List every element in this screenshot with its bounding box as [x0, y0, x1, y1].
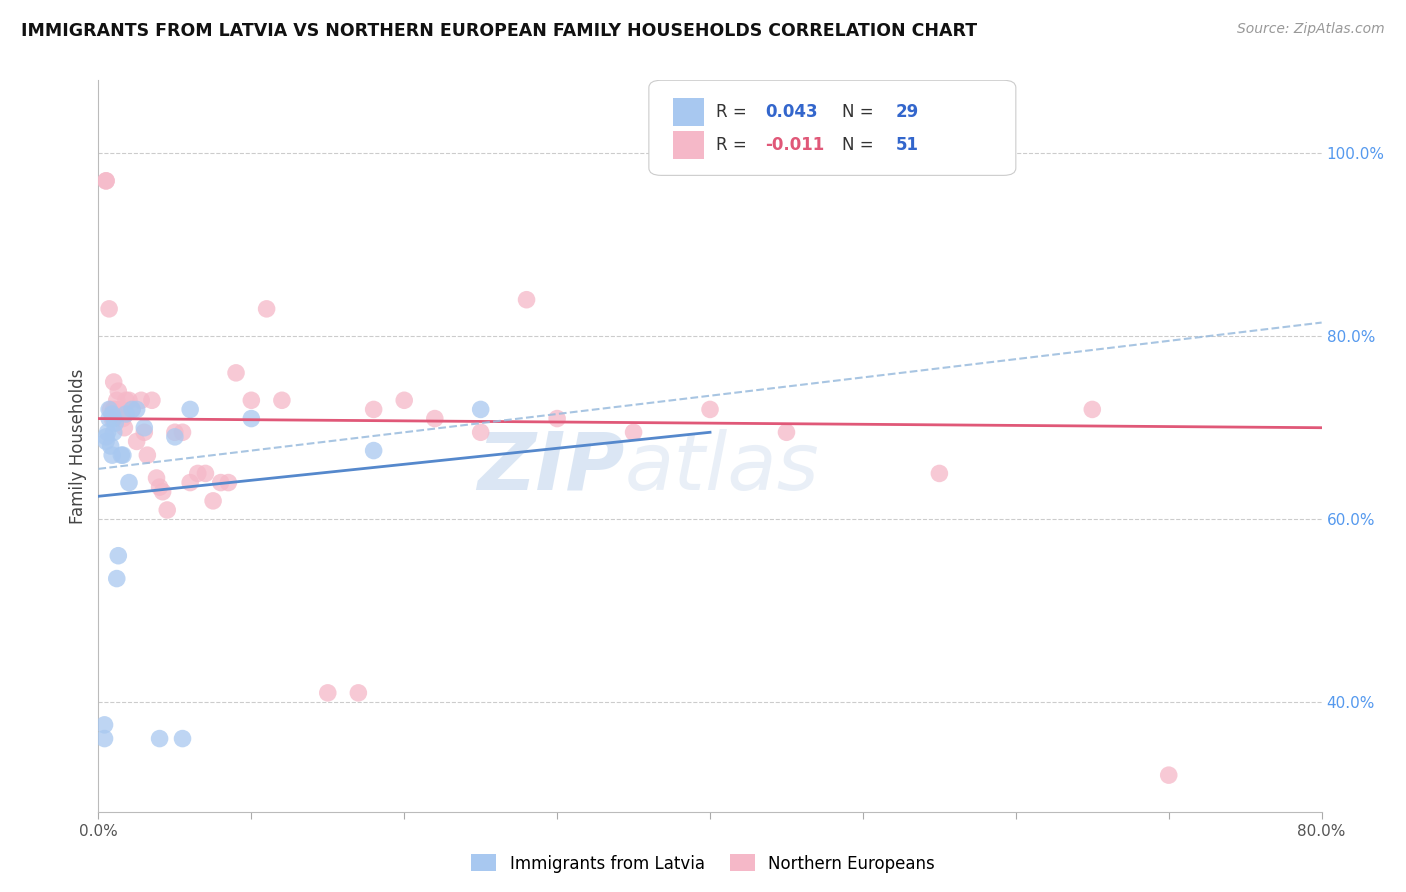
Point: [202, 494, 225, 508]
Legend: Immigrants from Latvia, Northern Europeans: Immigrants from Latvia, Northern Europea…: [464, 847, 942, 880]
Point: [115, 393, 138, 408]
Text: R =: R =: [716, 103, 752, 120]
Point: [93, 731, 115, 746]
Point: [316, 686, 339, 700]
Point: [1157, 768, 1180, 782]
Point: [546, 411, 568, 425]
Point: [100, 402, 122, 417]
FancyBboxPatch shape: [673, 131, 704, 160]
Point: [145, 471, 167, 485]
Point: [110, 402, 132, 417]
Point: [98, 411, 121, 425]
Point: [172, 731, 194, 746]
Point: [121, 402, 143, 417]
Text: R =: R =: [716, 136, 752, 154]
Point: [93, 718, 115, 732]
Point: [129, 393, 152, 408]
Point: [121, 402, 143, 417]
Point: [256, 301, 278, 316]
Point: [163, 430, 186, 444]
Point: [103, 402, 125, 417]
Point: [101, 411, 124, 425]
Point: [179, 402, 201, 417]
Text: IMMIGRANTS FROM LATVIA VS NORTHERN EUROPEAN FAMILY HOUSEHOLDS CORRELATION CHART: IMMIGRANTS FROM LATVIA VS NORTHERN EUROP…: [21, 22, 977, 40]
Point: [104, 416, 127, 430]
Point: [94, 434, 117, 449]
Point: [163, 425, 186, 440]
Point: [105, 393, 128, 408]
Text: -0.011: -0.011: [765, 136, 824, 154]
Point: [363, 402, 385, 417]
Point: [134, 425, 156, 440]
Point: [699, 402, 721, 417]
Point: [187, 467, 209, 481]
Point: [623, 425, 645, 440]
FancyBboxPatch shape: [650, 80, 1015, 176]
Point: [225, 366, 247, 380]
Point: [107, 384, 129, 399]
Y-axis label: Family Households: Family Households: [69, 368, 87, 524]
Point: [115, 407, 138, 421]
Point: [149, 731, 172, 746]
Point: [97, 425, 120, 440]
Point: [1081, 402, 1104, 417]
Point: [240, 393, 263, 408]
Point: [110, 448, 132, 462]
Point: [347, 686, 370, 700]
Point: [134, 421, 156, 435]
Text: 51: 51: [896, 136, 920, 154]
Point: [94, 174, 117, 188]
Point: [111, 448, 134, 462]
Point: [98, 301, 121, 316]
Point: [125, 402, 148, 417]
Point: [111, 411, 134, 425]
Text: 0.043: 0.043: [765, 103, 818, 120]
Point: [149, 480, 172, 494]
Point: [118, 393, 141, 408]
Point: [94, 430, 117, 444]
Point: [152, 484, 174, 499]
Point: [118, 475, 141, 490]
Point: [94, 174, 117, 188]
Point: [179, 475, 201, 490]
Text: Source: ZipAtlas.com: Source: ZipAtlas.com: [1237, 22, 1385, 37]
Text: ZIP: ZIP: [477, 429, 624, 507]
Point: [105, 572, 128, 586]
Text: N =: N =: [842, 136, 879, 154]
FancyBboxPatch shape: [673, 98, 704, 126]
Point: [423, 411, 446, 425]
Point: [470, 425, 492, 440]
Point: [470, 402, 492, 417]
Point: [392, 393, 416, 408]
Point: [103, 425, 125, 440]
Point: [363, 443, 385, 458]
Point: [516, 293, 538, 307]
Point: [775, 425, 797, 440]
Point: [112, 421, 135, 435]
Point: [240, 411, 263, 425]
Text: atlas: atlas: [624, 429, 820, 507]
Text: 29: 29: [896, 103, 920, 120]
Point: [107, 549, 129, 563]
Point: [217, 475, 239, 490]
Point: [928, 467, 950, 481]
Point: [141, 393, 163, 408]
Point: [101, 448, 124, 462]
Point: [209, 475, 232, 490]
Point: [125, 434, 148, 449]
Point: [98, 402, 121, 417]
Point: [270, 393, 292, 408]
Point: [156, 503, 179, 517]
Text: N =: N =: [842, 103, 879, 120]
Point: [104, 402, 127, 417]
Point: [172, 425, 194, 440]
Point: [103, 411, 125, 425]
Point: [136, 448, 159, 462]
Point: [101, 407, 124, 421]
Point: [100, 439, 122, 453]
Point: [103, 375, 125, 389]
Point: [194, 467, 217, 481]
